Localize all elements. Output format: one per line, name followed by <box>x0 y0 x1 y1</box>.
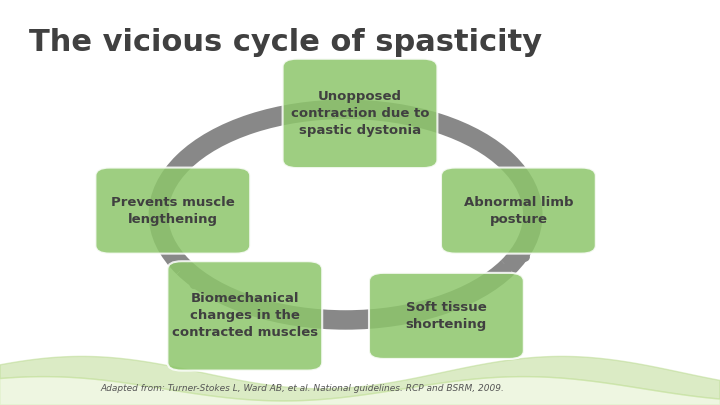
Text: Unopposed
contraction due to
spastic dystonia: Unopposed contraction due to spastic dys… <box>291 90 429 137</box>
Text: Biomechanical
changes in the
contracted muscles: Biomechanical changes in the contracted … <box>172 292 318 339</box>
FancyBboxPatch shape <box>369 273 523 359</box>
FancyBboxPatch shape <box>168 261 323 371</box>
FancyBboxPatch shape <box>282 59 438 168</box>
Text: Soft tissue
shortening: Soft tissue shortening <box>406 301 487 331</box>
FancyBboxPatch shape <box>441 168 596 254</box>
Text: Adapted from: Turner-Stokes L, Ward AB, et al. National guidelines. RCP and BSRM: Adapted from: Turner-Stokes L, Ward AB, … <box>101 384 505 393</box>
Text: The vicious cycle of spasticity: The vicious cycle of spasticity <box>29 28 542 58</box>
Text: Abnormal limb
posture: Abnormal limb posture <box>464 196 573 226</box>
Text: Prevents muscle
lengthening: Prevents muscle lengthening <box>111 196 235 226</box>
FancyBboxPatch shape <box>95 168 251 254</box>
